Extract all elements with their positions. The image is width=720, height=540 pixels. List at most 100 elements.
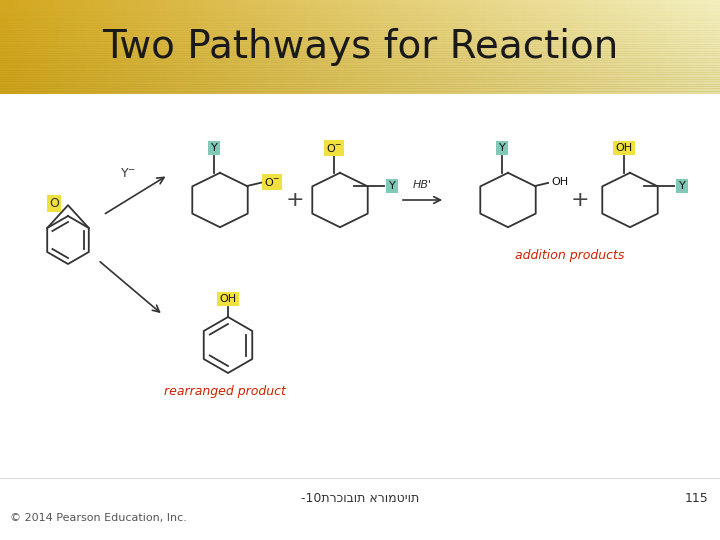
Text: Two Pathways for Reaction: Two Pathways for Reaction [102,28,618,66]
Bar [281,0,285,94]
Bar [461,0,465,94]
Bar [223,0,228,94]
Text: Y: Y [389,181,395,191]
Bar [284,0,289,94]
Bar [634,0,638,94]
Bar [590,0,595,94]
Bar [338,0,343,94]
Bar [0,0,720,2]
Bar [450,0,454,94]
Bar [220,0,224,94]
Bar [299,0,303,94]
Bar [0,30,720,33]
Bar [187,0,192,94]
Bar [407,0,411,94]
Bar [371,0,375,94]
Bar [248,0,253,94]
Bar [490,0,494,94]
Text: -10תרכובות ארומטיות: -10תרכובות ארומטיות [301,491,419,504]
Bar [601,0,606,94]
Bar [72,0,76,94]
Bar [0,65,720,68]
Bar [385,0,390,94]
Bar [684,0,688,94]
Bar [79,0,84,94]
Bar [310,0,314,94]
Bar [0,56,720,59]
Bar [533,0,537,94]
Bar [0,70,720,73]
Bar [688,0,692,94]
Bar [666,0,670,94]
Bar [83,0,87,94]
Bar [40,0,44,94]
Bar [194,0,199,94]
Bar [346,0,350,94]
Bar [7,0,12,94]
Bar [0,46,720,49]
Bar [302,0,307,94]
Bar [0,16,720,19]
Bar [101,0,105,94]
Bar [122,0,127,94]
Bar [662,0,667,94]
Bar [554,0,559,94]
Bar [414,0,418,94]
Bar [0,60,720,63]
Bar [4,0,8,94]
Bar [0,53,720,56]
Bar [180,0,184,94]
Bar [608,0,613,94]
Bar [263,0,267,94]
Bar [443,0,447,94]
Bar [292,0,296,94]
Bar [500,0,505,94]
Bar [587,0,591,94]
Bar [0,91,720,94]
Bar [205,0,210,94]
Bar [288,0,292,94]
Bar [716,0,720,94]
Bar [547,0,552,94]
Bar [695,0,699,94]
Bar [245,0,249,94]
Bar [421,0,426,94]
Bar [569,0,573,94]
Bar [0,37,720,40]
Bar [526,0,530,94]
Bar [335,0,339,94]
Bar [673,0,678,94]
Bar [353,0,357,94]
Bar [43,0,48,94]
Bar [0,72,720,75]
Bar [0,81,720,85]
Bar [713,0,717,94]
Bar [612,0,616,94]
Bar [104,0,109,94]
Bar [0,18,720,21]
Bar [396,0,400,94]
Bar [594,0,598,94]
Bar [702,0,706,94]
Bar [418,0,422,94]
Bar [522,0,526,94]
Bar [360,0,364,94]
Bar [677,0,681,94]
Bar [0,27,720,31]
Bar [475,0,480,94]
Bar [472,0,476,94]
Bar [252,0,256,94]
Bar [540,0,544,94]
Bar [515,0,519,94]
Bar [342,0,346,94]
Bar [0,77,720,80]
Text: 115: 115 [684,491,708,504]
Bar [709,0,714,94]
Bar [659,0,663,94]
Text: © 2014 Pearson Education, Inc.: © 2014 Pearson Education, Inc. [10,513,187,523]
Bar [108,0,112,94]
Bar [637,0,642,94]
Bar [274,0,278,94]
Bar [536,0,541,94]
Bar [112,0,116,94]
